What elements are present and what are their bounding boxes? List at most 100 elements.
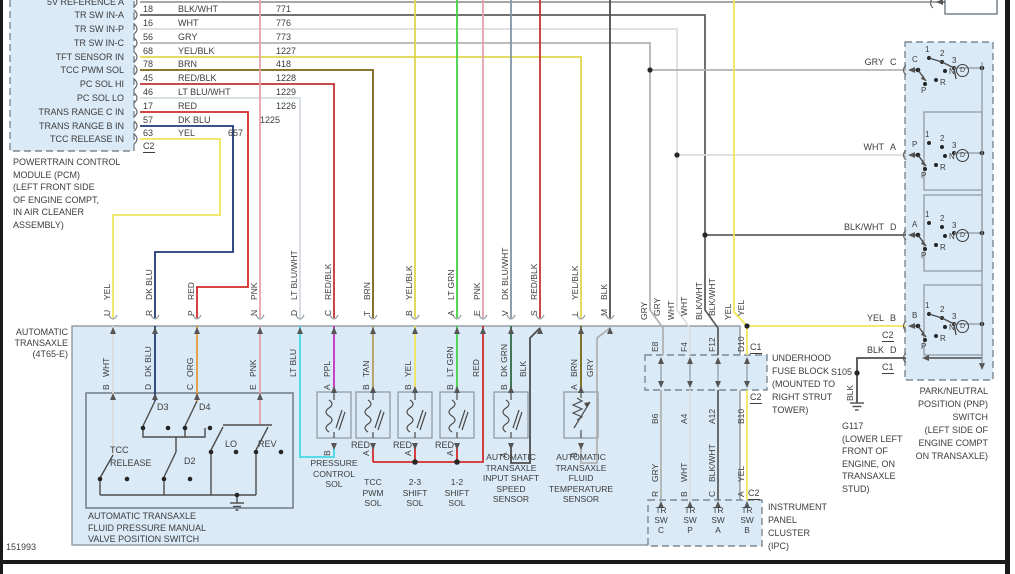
pnp-inner-terminal: P bbox=[912, 140, 918, 149]
pnp-position: R bbox=[940, 163, 946, 172]
wire-ltbluwht-1229 bbox=[140, 97, 301, 318]
pin-letter: B bbox=[322, 450, 332, 456]
wire-wht-776 bbox=[140, 28, 906, 355]
pnp-contact: 2 bbox=[940, 305, 945, 314]
pin-letter: R bbox=[650, 490, 660, 497]
pin-letter: A bbox=[446, 310, 456, 316]
pin-letter: P bbox=[186, 310, 196, 316]
pnp-inner-terminal: A bbox=[912, 220, 918, 229]
switch-label-d3: D3 bbox=[157, 402, 169, 412]
fuse-pin: E8 bbox=[650, 341, 660, 352]
wire-color: TAN bbox=[361, 360, 371, 377]
wire-color: GRY bbox=[639, 301, 649, 320]
pin-letter: C bbox=[707, 490, 717, 497]
pin-letter: T bbox=[362, 310, 372, 316]
transaxle-inside-wires bbox=[112, 326, 611, 464]
pin-letter: A bbox=[445, 450, 455, 456]
pin-letter: D bbox=[890, 222, 897, 232]
wire-color: BLK bbox=[845, 384, 855, 401]
wire-color: GRY bbox=[178, 32, 198, 42]
pnp-contact: 3 bbox=[952, 221, 957, 230]
pcm-pin: 68 bbox=[143, 46, 154, 56]
pnp-position-d: D bbox=[956, 64, 969, 77]
component-caption-tcc-pwm-sol: TCC PWM SOL bbox=[362, 477, 384, 508]
pnp-contact: 1 bbox=[925, 130, 930, 139]
splice-label: S105 bbox=[830, 367, 852, 377]
wire-color: WHT bbox=[679, 296, 689, 316]
connector-label: C2 bbox=[882, 330, 894, 342]
wire-color: GRY bbox=[585, 358, 595, 377]
pcm-pin: 17 bbox=[143, 101, 154, 111]
fuse-pin: F12 bbox=[707, 337, 717, 352]
diagram-id: 151993 bbox=[6, 542, 37, 552]
pcm-caption: POWERTRAIN CONTROL MODULE (PCM) (LEFT FR… bbox=[13, 157, 121, 230]
wire-dkblu-1225 bbox=[140, 125, 234, 318]
fuse-pin: B6 bbox=[650, 413, 660, 424]
pin-letter: A bbox=[403, 450, 413, 456]
circuit-number: 776 bbox=[276, 18, 292, 28]
wire-color: YEL/BLK bbox=[570, 265, 580, 301]
component-glyphs bbox=[325, 392, 591, 438]
pcm-signal: TCC PWM SOL bbox=[60, 65, 124, 75]
wire-color: LT BLU bbox=[288, 348, 298, 377]
pcm-signal: TR SW IN-C bbox=[74, 38, 124, 48]
pnp-inner-terminal: B bbox=[912, 311, 918, 320]
circuit-number: 1229 bbox=[276, 87, 297, 97]
ipc-cell: TR SW A bbox=[711, 505, 725, 535]
pin-letter: A bbox=[322, 384, 332, 390]
pnp-position: P bbox=[921, 251, 927, 260]
wire-color: YEL bbox=[736, 299, 746, 316]
fuse-block-arrows bbox=[658, 357, 750, 388]
fuse-pin: A12 bbox=[707, 408, 717, 424]
wire-red-1226 bbox=[140, 111, 249, 318]
wire-color: WHT bbox=[178, 18, 199, 28]
wire-color: BLK/WHT bbox=[178, 4, 219, 14]
wire-color: RED/BLK bbox=[323, 263, 333, 300]
pin-letter: D bbox=[143, 383, 153, 390]
component-caption-fluid-temp-sensor: AUTOMATIC TRANSAXLE FLUID TEMPERATURE SE… bbox=[548, 452, 614, 504]
fuse-to-ipc-wires bbox=[660, 390, 748, 500]
wire-color: BLK bbox=[518, 360, 528, 377]
wire-color: PNK bbox=[249, 282, 259, 300]
fuse-pin: D10 bbox=[736, 336, 746, 352]
wire-color: GRY bbox=[652, 297, 662, 316]
wire-color: DK GRN bbox=[499, 343, 509, 377]
wire-color: YEL/BLK bbox=[404, 265, 414, 301]
component-entry-arrows bbox=[110, 386, 584, 450]
pcm-pin: 18 bbox=[143, 4, 154, 14]
pnp-position-d: D bbox=[956, 320, 969, 333]
wire-color: DK BLU bbox=[178, 115, 211, 125]
wire-color: RED bbox=[186, 282, 196, 300]
pin-letter: N bbox=[249, 309, 259, 316]
connector-label: C2 bbox=[750, 392, 762, 404]
pcm-pin: 16 bbox=[143, 18, 154, 28]
transaxle-connectors bbox=[108, 314, 615, 334]
pcm-signal: TRANS RANGE C IN bbox=[38, 107, 124, 117]
fuse-block-caption: UNDERHOOD FUSE BLOCK (MOUNTED TO RIGHT S… bbox=[772, 353, 836, 415]
wire-color: BLK bbox=[599, 283, 609, 300]
pnp-contact: 3 bbox=[952, 56, 957, 65]
pin-letter: A bbox=[361, 450, 371, 456]
pcm-signal: TR SW IN-P bbox=[74, 24, 125, 34]
pcm-signal: TR SW IN-A bbox=[74, 10, 125, 20]
pin-letter: B bbox=[101, 384, 111, 390]
wire-color: BLK bbox=[866, 345, 884, 355]
wire-color: BLK/WHT bbox=[694, 282, 704, 320]
pnp-contact: 1 bbox=[925, 301, 930, 310]
wire-color: DK BLU/WHT bbox=[500, 247, 510, 300]
wire-color: YEL bbox=[178, 128, 196, 138]
ipc-caption: INSTRUMENT PANEL CLUSTER (IPC) bbox=[768, 502, 827, 551]
pin-letter: M bbox=[599, 308, 609, 316]
ground-wires bbox=[850, 357, 906, 411]
wire-color: DK BLU bbox=[144, 269, 154, 300]
fuse-block-box bbox=[644, 354, 768, 391]
wire-color: LT BLU/WHT bbox=[289, 250, 299, 300]
pnp-caption: PARK/NEUTRAL POSITION (PNP) SWITCH (LEFT… bbox=[915, 386, 988, 461]
pnp-contact: 1 bbox=[925, 210, 930, 219]
pnp-position-d: D bbox=[956, 149, 969, 162]
component-caption-12-shift-sol: 1-2 SHIFT SOL bbox=[444, 477, 470, 508]
pin-letter: E bbox=[248, 384, 258, 390]
pin-letter: A bbox=[569, 384, 579, 390]
pcm-signal: TRANS RANGE B IN bbox=[38, 121, 124, 131]
